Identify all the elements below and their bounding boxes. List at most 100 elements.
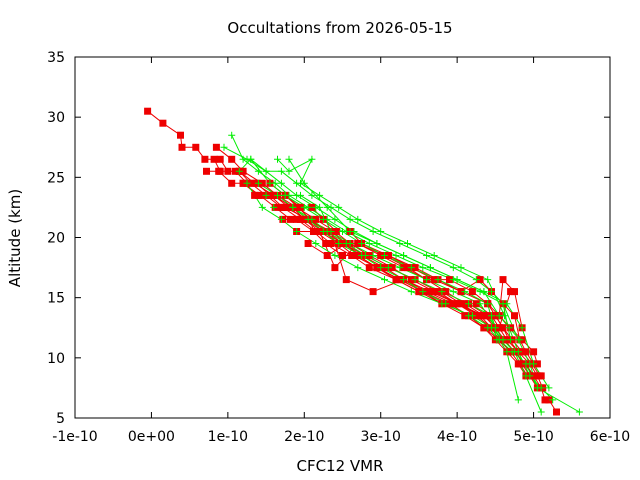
data-point [465, 300, 473, 308]
data-point [262, 191, 270, 199]
data-point [178, 143, 186, 151]
data-point [274, 155, 281, 163]
data-point [518, 324, 526, 332]
data-point [373, 240, 381, 247]
data-point [442, 300, 450, 308]
data-point [419, 264, 427, 272]
data-point [212, 143, 220, 151]
data-point [511, 312, 518, 320]
data-point [342, 276, 350, 284]
data-point [203, 167, 210, 175]
data-point [530, 372, 538, 380]
data-point [396, 240, 404, 247]
data-point [258, 203, 266, 211]
x-tick-label: 1e-10 [208, 429, 248, 445]
data-point [449, 300, 457, 308]
data-point [423, 252, 431, 259]
data-point [434, 276, 442, 284]
data-point [365, 264, 373, 272]
data-point [442, 288, 450, 296]
chart-title: Occultations from 2026-05-15 [227, 19, 452, 37]
data-point [516, 360, 524, 368]
data-point [339, 240, 346, 247]
data-point [297, 191, 304, 199]
data-point [220, 143, 228, 151]
data-point [575, 408, 583, 416]
data-point [247, 155, 255, 163]
data-point [293, 228, 301, 235]
data-point [476, 276, 484, 284]
data-point [247, 179, 255, 187]
data-point [228, 155, 236, 163]
data-point [215, 167, 223, 175]
data-point [256, 191, 264, 199]
data-point [419, 288, 427, 296]
data-point [281, 191, 289, 199]
data-point [553, 408, 560, 416]
series-markers [144, 107, 583, 416]
data-point [258, 179, 266, 187]
data-point [300, 203, 308, 211]
data-point [348, 252, 356, 259]
series-line [238, 158, 512, 340]
data-point [216, 155, 224, 163]
data-point [312, 240, 320, 247]
data-point [369, 288, 377, 296]
data-point [430, 276, 438, 284]
data-point [300, 179, 308, 187]
data-point [438, 288, 446, 296]
data-point [537, 408, 545, 416]
data-point [342, 240, 350, 247]
data-point [274, 191, 281, 199]
data-point [310, 228, 317, 235]
data-point [262, 167, 270, 175]
data-point [480, 288, 488, 296]
data-point [415, 288, 423, 296]
data-point [381, 276, 388, 284]
series-line [246, 183, 538, 389]
x-tick-label: 4e-10 [437, 429, 477, 445]
data-point [476, 300, 484, 308]
data-point [434, 288, 442, 296]
data-point [518, 348, 526, 356]
data-point [461, 312, 469, 320]
data-point [449, 264, 457, 272]
data-point [377, 264, 385, 272]
series-line [250, 158, 542, 413]
data-point [400, 276, 408, 284]
data-point [457, 264, 465, 272]
data-point [235, 167, 243, 175]
data-point [308, 191, 316, 199]
data-point [537, 372, 545, 380]
data-point [285, 203, 293, 211]
data-point [228, 131, 236, 139]
data-point [251, 191, 259, 199]
plot-frame [74, 56, 611, 419]
data-point [495, 324, 503, 332]
data-point [243, 179, 251, 187]
data-point [287, 215, 294, 223]
data-point [530, 360, 538, 368]
data-point [192, 143, 200, 151]
data-point [201, 155, 209, 163]
y-axis-label: Altitude (km) [6, 189, 24, 287]
series-line [206, 170, 544, 389]
data-point [407, 276, 415, 284]
data-point [491, 312, 499, 320]
data-point [331, 264, 339, 272]
data-point [507, 288, 515, 296]
data-point [472, 300, 480, 308]
data-point [339, 228, 346, 235]
data-point [407, 264, 415, 272]
data-point [446, 276, 453, 284]
data-point [392, 276, 400, 284]
data-point [522, 372, 530, 380]
data-point [331, 215, 339, 223]
data-point [449, 288, 457, 296]
data-point [358, 240, 366, 247]
data-point [404, 264, 411, 272]
y-tick-label: 25 [47, 170, 65, 186]
x-tick-label: 3e-10 [361, 429, 401, 445]
data-point [319, 215, 327, 223]
